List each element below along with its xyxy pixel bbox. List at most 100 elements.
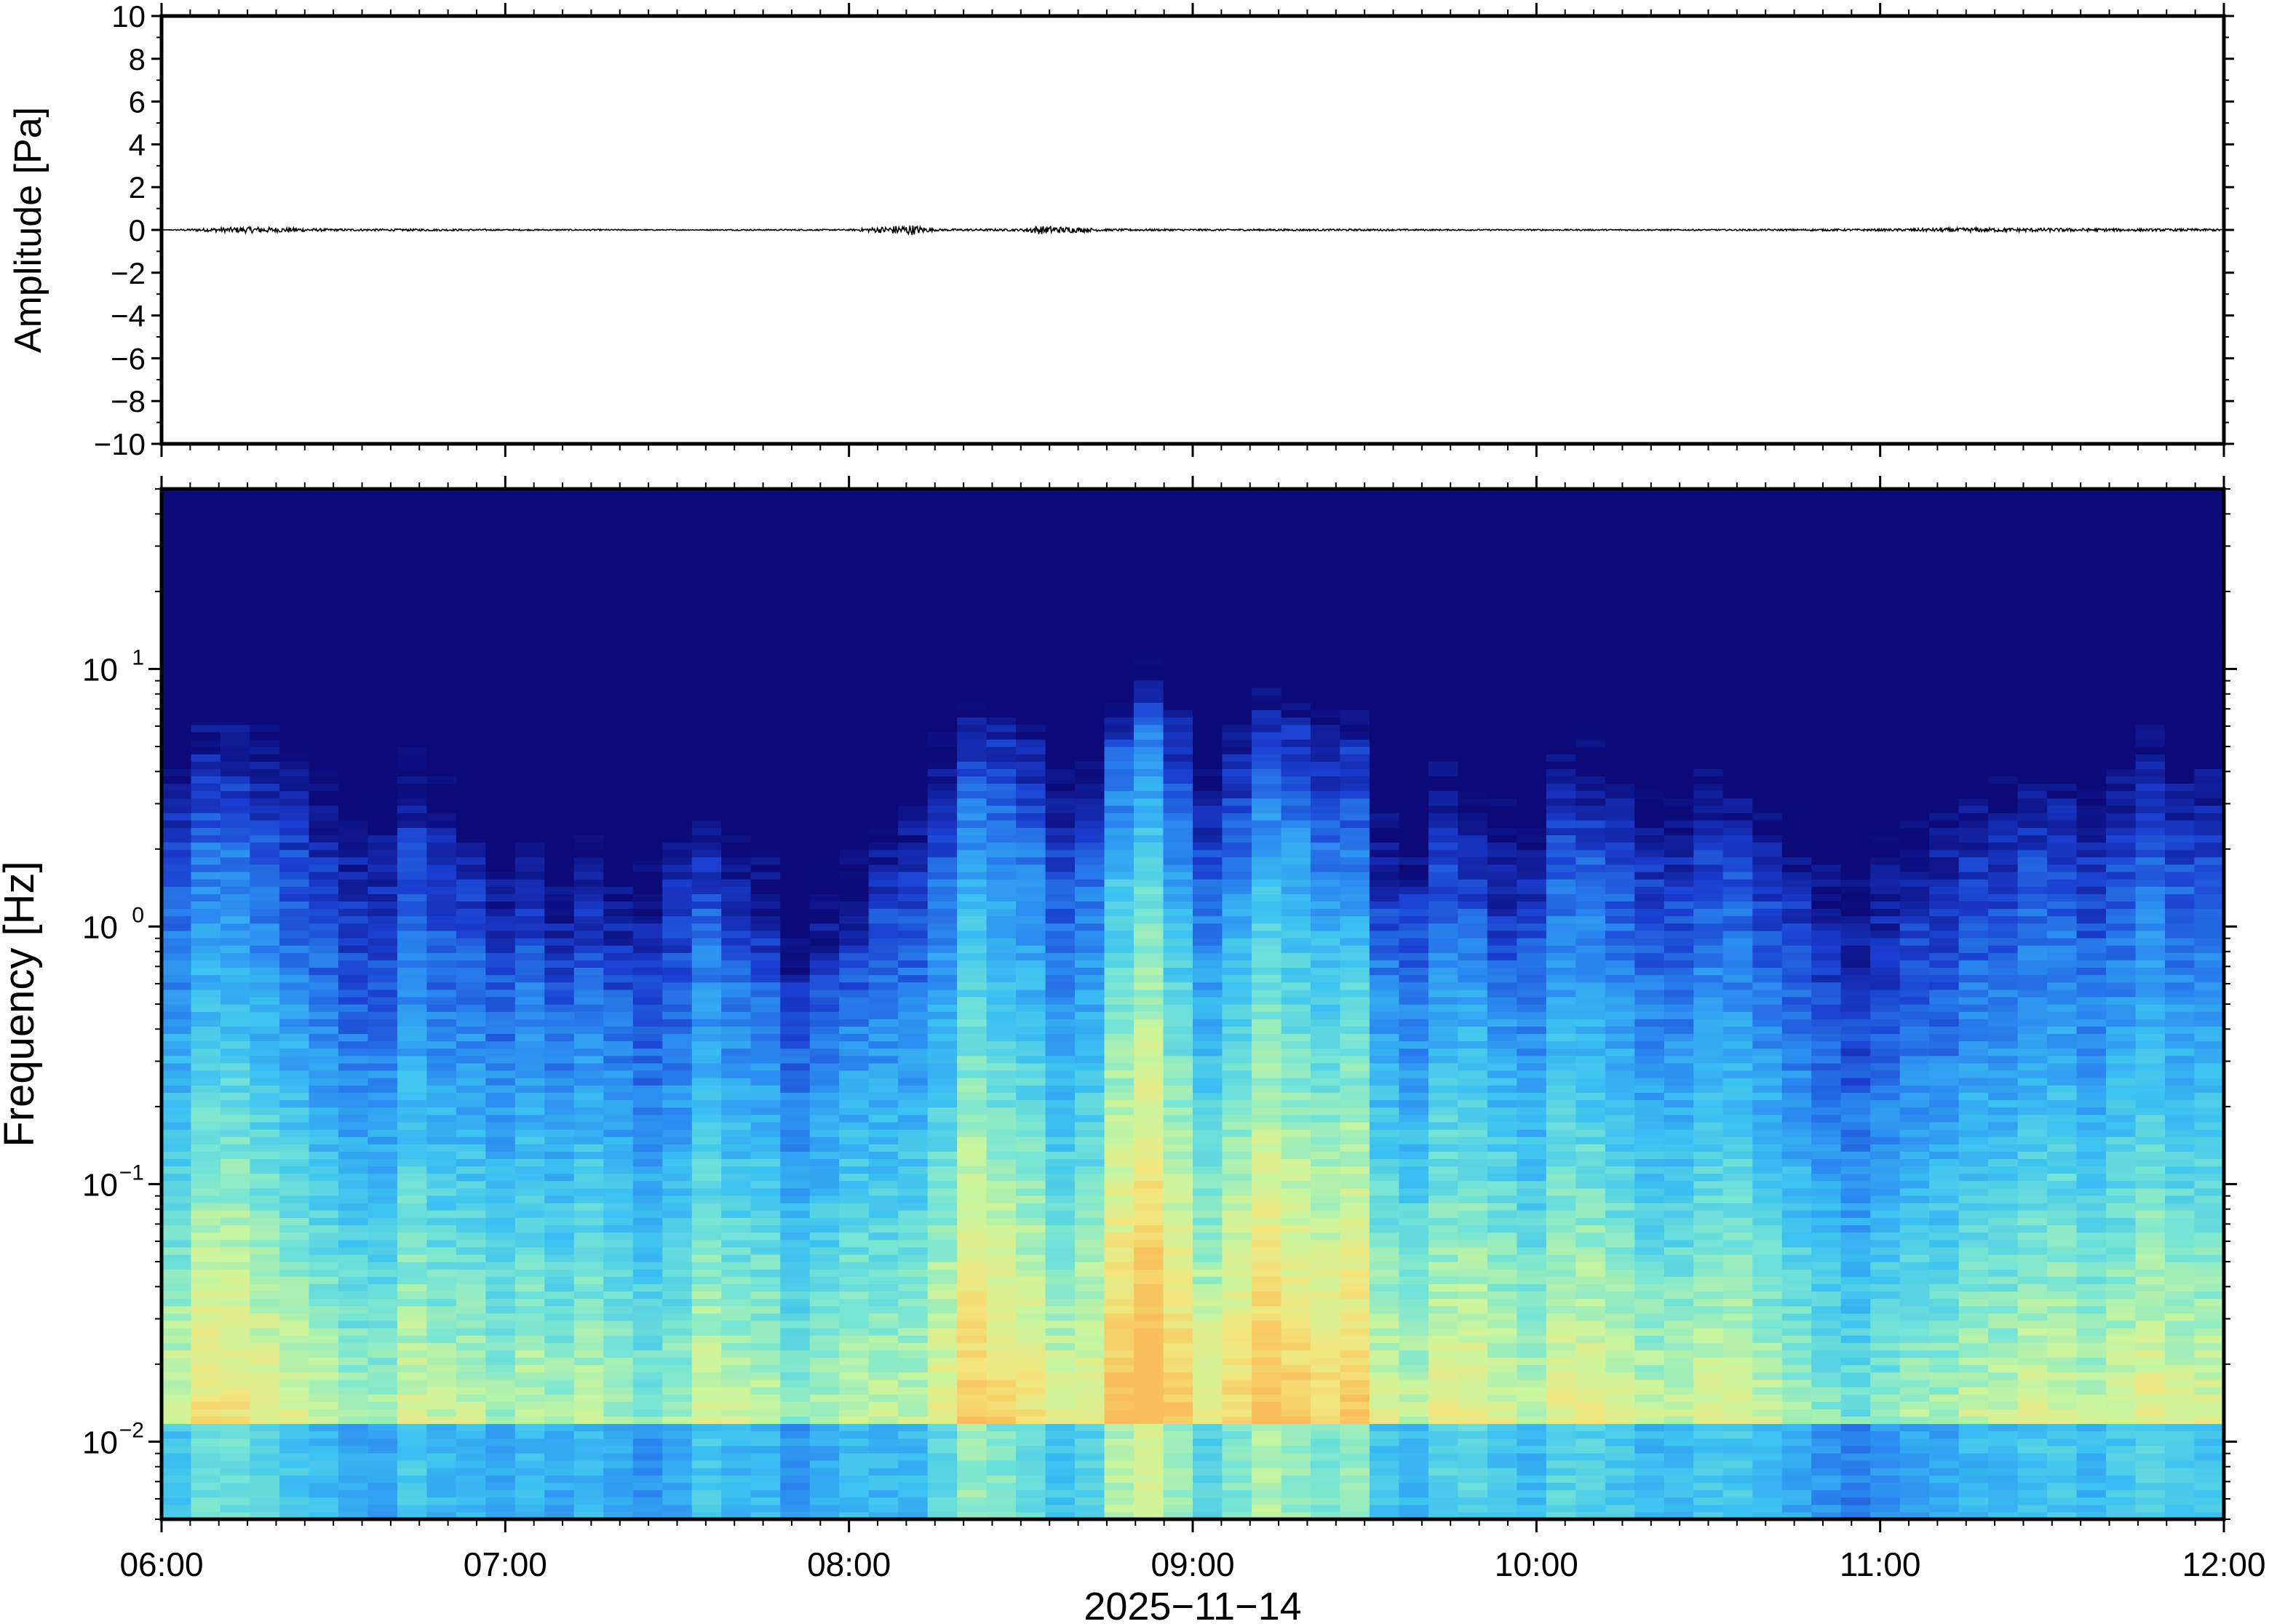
- spectrogram-cell: [1134, 643, 1164, 652]
- spectrogram-cell: [397, 820, 427, 828]
- spectrogram-cell: [603, 923, 634, 931]
- spectrogram-cell: [691, 1026, 722, 1035]
- spectrogram-cell: [191, 562, 221, 570]
- spectrogram-cell: [573, 695, 604, 703]
- spectrogram-cell: [338, 1114, 368, 1123]
- spectrogram-cell: [1016, 555, 1046, 563]
- spectrogram-cell: [721, 1019, 752, 1027]
- spectrogram-cell: [162, 1262, 192, 1270]
- spectrogram-cell: [426, 1107, 457, 1115]
- spectrogram-cell: [632, 761, 663, 769]
- spectrogram-cell: [898, 1048, 929, 1056]
- spectrogram-cell: [721, 768, 752, 777]
- spectrogram-cell: [898, 827, 929, 835]
- spectrogram-cell: [809, 577, 840, 586]
- spectrogram-cell: [750, 724, 781, 733]
- spectrogram-cell: [426, 739, 457, 747]
- spectrogram-cell: [1045, 1092, 1076, 1101]
- spectrogram-cell: [1163, 1291, 1193, 1299]
- spectrogram-cell: [485, 731, 516, 740]
- spectrogram-cell: [1134, 525, 1164, 534]
- spectrogram-cell: [191, 518, 221, 527]
- spectrogram-cell: [426, 1114, 457, 1123]
- spectrogram-cell: [191, 672, 221, 681]
- spectrogram-cell: [309, 960, 339, 968]
- spectrogram-cell: [603, 1129, 634, 1137]
- spectrogram-cell: [986, 747, 1017, 755]
- spectrogram-cell: [544, 1210, 575, 1218]
- spectrogram-cell: [162, 1129, 192, 1137]
- spectrogram-cell: [573, 945, 604, 953]
- spectrogram-cell: [573, 856, 604, 865]
- spectrogram-cell: [662, 1511, 693, 1520]
- spectrogram-cell: [927, 1409, 958, 1417]
- spectrogram-cell: [868, 1475, 899, 1484]
- spectrogram-cell: [1104, 901, 1134, 909]
- spectrogram-cell: [662, 658, 693, 666]
- spectrogram-cell: [721, 1504, 752, 1513]
- spectrogram-cell: [839, 702, 870, 711]
- spectrogram-cell: [250, 1180, 280, 1189]
- spectrogram-cell: [397, 1320, 427, 1329]
- spectrogram-cell: [603, 1055, 634, 1064]
- spectrogram-cell: [250, 1239, 280, 1248]
- spectrogram-cell: [338, 871, 368, 880]
- spectrogram-cell: [279, 827, 310, 835]
- spectrogram-cell: [162, 835, 192, 843]
- spectrogram-cell: [662, 1430, 693, 1439]
- spectrogram-cell: [426, 1475, 457, 1484]
- spectrogram-cell: [927, 1372, 958, 1380]
- spectrogram-cell: [986, 1276, 1017, 1284]
- spectrogram-cell: [544, 1026, 575, 1035]
- spectrogram-cell: [1163, 1328, 1193, 1336]
- spectrogram-cell: [927, 893, 958, 901]
- spectrogram-cell: [309, 1195, 339, 1203]
- spectrogram-cell: [927, 1217, 958, 1226]
- spectrogram-cell: [191, 525, 221, 534]
- spectrogram-cell: [632, 1364, 663, 1373]
- spectrogram-cell: [456, 960, 486, 968]
- spectrogram-cell: [691, 1401, 722, 1409]
- spectrogram-cell: [603, 842, 634, 851]
- spectrogram-cell: [691, 1078, 722, 1086]
- spectrogram-cell: [485, 688, 516, 696]
- spectrogram-cell: [1134, 761, 1164, 769]
- spectrogram-cell: [780, 790, 811, 799]
- spectrogram-cell: [1104, 908, 1134, 917]
- spectrogram-cell: [839, 1173, 870, 1182]
- spectrogram-cell: [220, 1004, 251, 1012]
- spectrogram-cell: [662, 1078, 693, 1086]
- spectrogram-cell: [456, 680, 486, 688]
- spectrogram-cell: [250, 813, 280, 821]
- spectrogram-cell: [1104, 636, 1134, 644]
- spectrogram-cell: [927, 724, 958, 733]
- spectrogram-cell: [839, 688, 870, 696]
- spectrogram-cell: [632, 805, 663, 813]
- spectrogram-cell: [514, 1217, 545, 1226]
- spectrogram-cell: [426, 945, 457, 953]
- spectrogram-cell: [957, 1048, 988, 1056]
- spectrogram-cell: [632, 562, 663, 570]
- spectrogram-cell: [367, 1019, 398, 1027]
- spectrogram-cell: [691, 665, 722, 674]
- spectrogram-cell: [603, 1460, 634, 1468]
- spectrogram-cell: [780, 1048, 811, 1056]
- spectrogram-cell: [191, 1276, 221, 1284]
- spectrogram-cell: [1134, 1099, 1164, 1108]
- spectrogram-cell: [456, 1225, 486, 1233]
- spectrogram-cell: [309, 1114, 339, 1123]
- spectrogram-cell: [809, 724, 840, 733]
- spectrogram-cell: [250, 1401, 280, 1409]
- spectrogram-cell: [426, 672, 457, 681]
- spectrogram-cell: [1134, 937, 1164, 946]
- spectrogram-cell: [338, 680, 368, 688]
- spectrogram-cell: [957, 1107, 988, 1115]
- spectrogram-cell: [839, 695, 870, 703]
- spectrogram-cell: [573, 1019, 604, 1027]
- spectrogram-cell: [279, 1173, 310, 1182]
- spectrogram-cell: [250, 1313, 280, 1321]
- spectrogram-cell: [1134, 989, 1164, 998]
- spectrogram-cell: [691, 827, 722, 835]
- spectrogram-cell: [309, 1004, 339, 1012]
- spectrogram-cell: [927, 805, 958, 813]
